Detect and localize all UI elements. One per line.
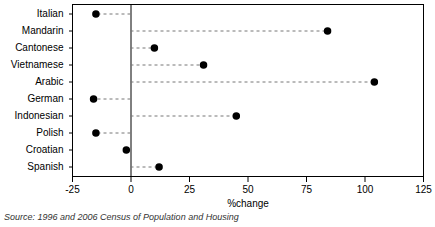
svg-text:Polish: Polish: [36, 127, 63, 138]
svg-text:50: 50: [242, 184, 254, 195]
svg-text:100: 100: [357, 184, 374, 195]
svg-text:0: 0: [128, 184, 134, 195]
svg-text:Croatian: Croatian: [26, 144, 64, 155]
svg-text:Mandarin: Mandarin: [22, 25, 64, 36]
svg-text:Indonesian: Indonesian: [15, 110, 64, 121]
svg-text:75: 75: [301, 184, 313, 195]
svg-text:25: 25: [184, 184, 196, 195]
svg-text:125: 125: [415, 184, 432, 195]
svg-text:Italian: Italian: [37, 8, 64, 19]
svg-text:Cantonese: Cantonese: [15, 42, 64, 53]
html-text:Source: 1996 and 2006 Census o: Source: 1996 and 2006 Census of Populati…: [4, 212, 239, 222]
svg-text:German: German: [27, 93, 63, 104]
svg-text:Vietnamese: Vietnamese: [11, 59, 64, 70]
svg-text:Spanish: Spanish: [27, 161, 63, 172]
svg-text:Arabic: Arabic: [35, 76, 63, 87]
svg-text:%change: %change: [227, 198, 269, 209]
svg-text:-25: -25: [65, 184, 80, 195]
